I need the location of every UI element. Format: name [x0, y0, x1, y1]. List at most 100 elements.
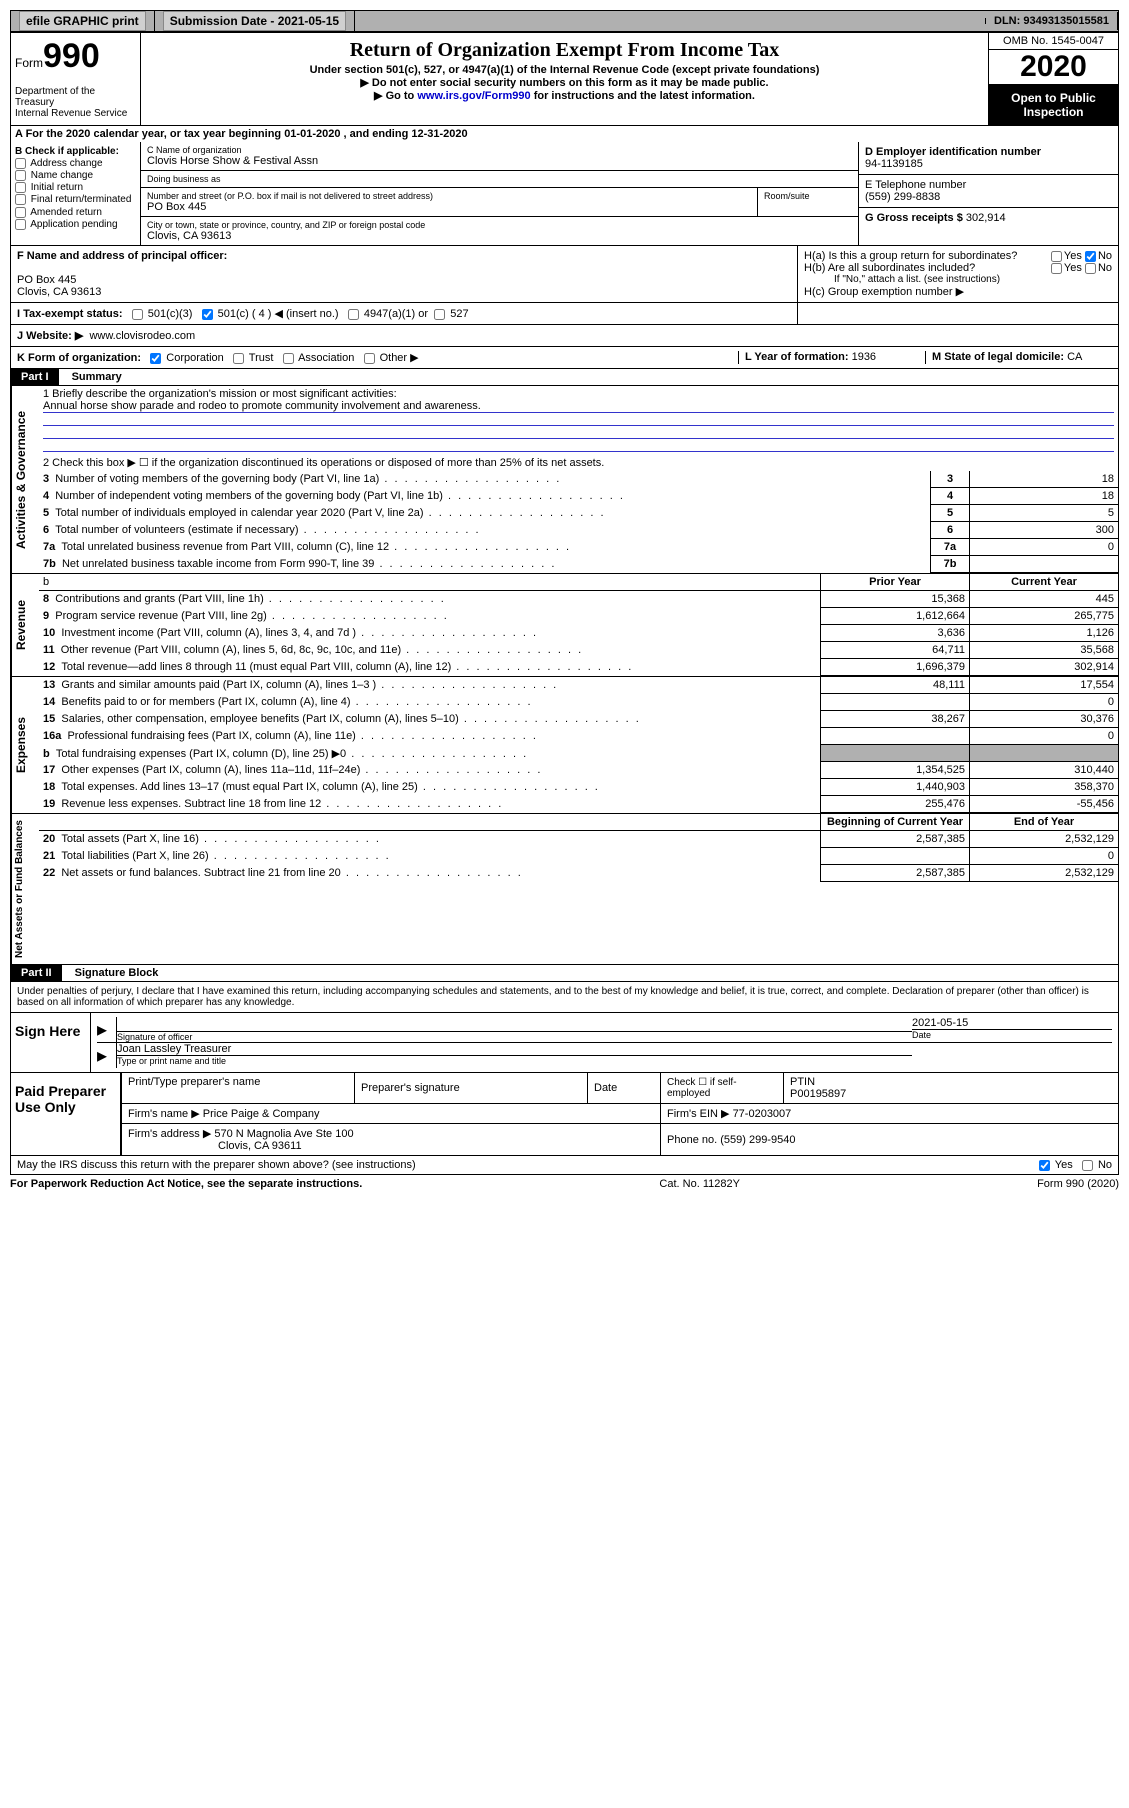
curr-val: 35,568	[970, 642, 1119, 659]
discuss-text: May the IRS discuss this return with the…	[17, 1159, 416, 1171]
prior-val	[821, 694, 970, 711]
state-domicile: CA	[1067, 351, 1082, 363]
dln-value: 93493135015581	[1023, 15, 1109, 27]
prior-val: 3,636	[821, 625, 970, 642]
curr-val: 310,440	[970, 762, 1119, 779]
chk-other[interactable]	[364, 353, 375, 364]
side-label-expenses: Expenses	[11, 677, 39, 813]
dept-treasury: Department of the Treasury	[15, 86, 136, 108]
ha-yes[interactable]	[1051, 251, 1062, 262]
irs-link[interactable]: www.irs.gov/Form990	[417, 90, 530, 102]
col-end-year: End of Year	[970, 814, 1119, 831]
chk-amended-return[interactable]: Amended return	[15, 207, 136, 218]
section-revenue: Revenue b Prior Year Current Year 8 Cont…	[10, 574, 1119, 677]
officer-addr2: Clovis, CA 93613	[17, 286, 791, 298]
dba-label: Doing business as	[147, 174, 852, 184]
form-word: Form	[15, 56, 43, 70]
chk-initial-return[interactable]: Initial return	[15, 182, 136, 193]
chk-name-change[interactable]: Name change	[15, 170, 136, 181]
curr-val: 445	[970, 591, 1119, 608]
pra-notice: For Paperwork Reduction Act Notice, see …	[10, 1178, 362, 1190]
section-f-h: F Name and address of principal officer:…	[10, 246, 1119, 303]
submission-date-button[interactable]: Submission Date - 2021-05-15	[163, 11, 346, 31]
hb-no[interactable]	[1085, 263, 1096, 274]
top-bar: efile GRAPHIC print Submission Date - 20…	[10, 10, 1119, 32]
chk-application-pending[interactable]: Application pending	[15, 219, 136, 230]
col-begin-year: Beginning of Current Year	[821, 814, 970, 831]
q1-label: 1 Briefly describe the organization's mi…	[43, 388, 1114, 400]
chk-4947[interactable]	[348, 309, 359, 320]
col-current-year: Current Year	[970, 574, 1119, 591]
org-name-label: C Name of organization	[147, 145, 852, 155]
hb-yes[interactable]	[1051, 263, 1062, 274]
instr-goto: ▶ Go to www.irs.gov/Form990 for instruct…	[151, 89, 978, 102]
ein-label: D Employer identification number	[865, 146, 1112, 158]
section-governance: Activities & Governance 1 Briefly descri…	[10, 386, 1119, 574]
officer-addr1: PO Box 445	[17, 274, 791, 286]
discuss-yes[interactable]	[1039, 1160, 1050, 1171]
phone-label: E Telephone number	[865, 179, 1112, 191]
chk-501c3[interactable]	[132, 309, 143, 320]
gross-receipts-label: G Gross receipts $	[865, 212, 963, 224]
prior-val	[821, 728, 970, 745]
chk-corporation[interactable]	[150, 353, 161, 364]
ha-no[interactable]	[1085, 251, 1096, 262]
prior-val: 2,587,385	[821, 865, 970, 882]
dln-label: DLN:	[994, 15, 1020, 27]
row-idx: 5	[931, 505, 970, 522]
sign-here-block: Sign Here ▸ Signature of officer 2021-05…	[10, 1013, 1119, 1073]
prior-val	[821, 848, 970, 865]
ein-value: 94-1139185	[865, 158, 1112, 170]
chk-association[interactable]	[283, 353, 294, 364]
part2-header-row: Part II Signature Block	[10, 965, 1119, 982]
chk-501c[interactable]	[202, 309, 213, 320]
efile-print-button[interactable]: efile GRAPHIC print	[19, 11, 146, 31]
curr-val: 265,775	[970, 608, 1119, 625]
form-title: Return of Organization Exempt From Incom…	[151, 39, 978, 62]
prior-val: 1,696,379	[821, 659, 970, 676]
h-b: H(b) Are all subordinates included? Yes …	[804, 262, 1112, 274]
curr-val: 302,914	[970, 659, 1119, 676]
self-employed-check[interactable]: Check ☐ if self-employed	[661, 1073, 784, 1104]
line-k-row: K Form of organization: Corporation Trus…	[10, 347, 1119, 369]
curr-val: 2,532,129	[970, 865, 1119, 882]
curr-val: 2,532,129	[970, 831, 1119, 848]
prior-val: 64,711	[821, 642, 970, 659]
line-j-row: J Website: ▶ www.clovisrodeo.com	[10, 325, 1119, 347]
hb-note: If "No," attach a list. (see instruction…	[804, 274, 1112, 285]
line-i-row: I Tax-exempt status: 501(c)(3) 501(c) ( …	[10, 303, 1119, 325]
row-value: 18	[970, 471, 1119, 488]
section-c: C Name of organization Clovis Horse Show…	[141, 142, 858, 245]
section-net-assets: Net Assets or Fund Balances Beginning of…	[10, 814, 1119, 965]
address-value: PO Box 445	[147, 201, 751, 213]
row-idx: 6	[931, 522, 970, 539]
discuss-row: May the IRS discuss this return with the…	[10, 1156, 1119, 1175]
year-formation: 1936	[852, 351, 876, 363]
chk-trust[interactable]	[233, 353, 244, 364]
side-label-revenue: Revenue	[11, 574, 39, 676]
paid-preparer-block: Paid Preparer Use Only Print/Type prepar…	[10, 1073, 1119, 1156]
prior-val: 1,612,664	[821, 608, 970, 625]
prior-val: 38,267	[821, 711, 970, 728]
ptin-value: P00195897	[790, 1088, 1112, 1100]
chk-address-change[interactable]: Address change	[15, 158, 136, 169]
discuss-no[interactable]	[1082, 1160, 1093, 1171]
instr-ssn: ▶ Do not enter social security numbers o…	[151, 76, 978, 89]
website-value: www.clovisrodeo.com	[89, 330, 195, 342]
chk-final-return[interactable]: Final return/terminated	[15, 194, 136, 205]
h-a: H(a) Is this a group return for subordin…	[804, 250, 1112, 262]
form-subtitle: Under section 501(c), 527, or 4947(a)(1)…	[151, 64, 978, 76]
part1-header-row: Part I Summary	[10, 369, 1119, 386]
row-value	[970, 556, 1119, 573]
chk-527[interactable]	[434, 309, 445, 320]
gross-receipts-value: 302,914	[966, 212, 1006, 224]
row-value: 300	[970, 522, 1119, 539]
row-idx: 7b	[931, 556, 970, 573]
curr-val: 1,126	[970, 625, 1119, 642]
prior-val: 1,440,903	[821, 779, 970, 796]
q1-mission: Annual horse show parade and rodeo to pr…	[43, 400, 1114, 413]
curr-val: 0	[970, 694, 1119, 711]
address-label: Number and street (or P.O. box if mail i…	[147, 191, 751, 201]
line-a-tax-year: A For the 2020 calendar year, or tax yea…	[10, 126, 1119, 142]
q2-text: 2 Check this box ▶ ☐ if the organization…	[39, 454, 1118, 471]
